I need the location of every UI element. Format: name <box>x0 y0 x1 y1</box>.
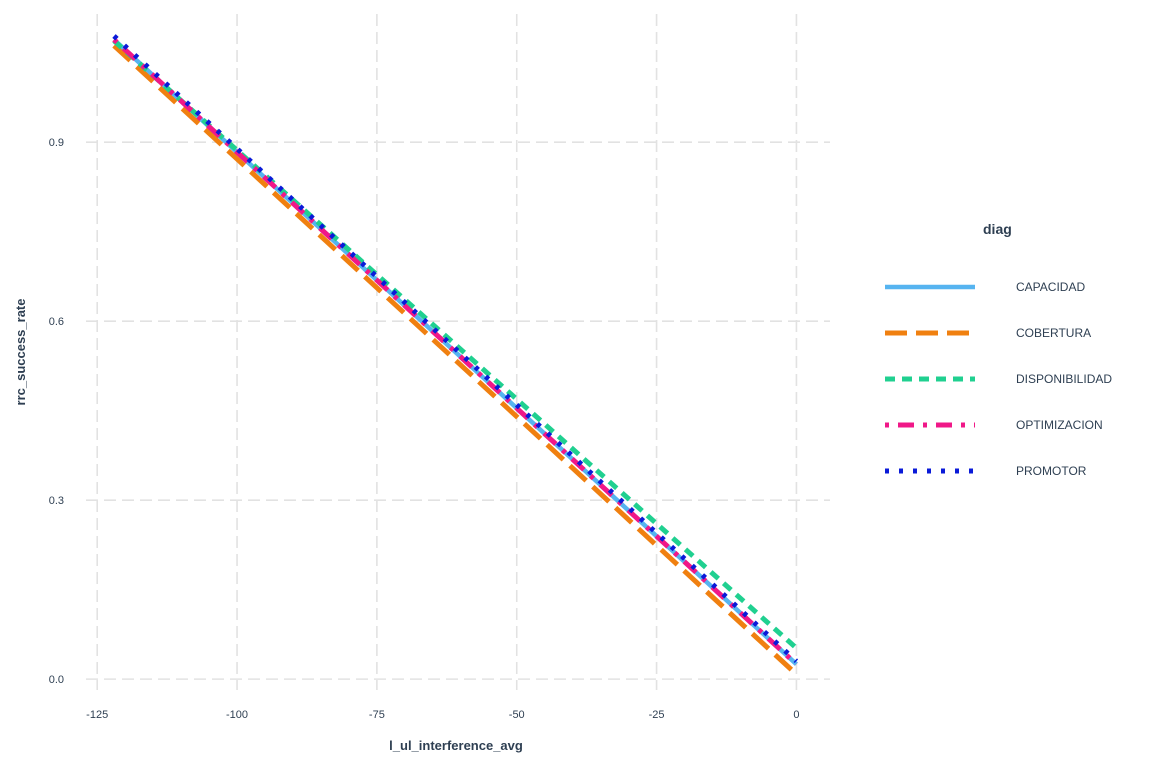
grid-lines <box>86 14 830 690</box>
series-line-promotor <box>112 34 799 664</box>
legend-label: PROMOTOR <box>1016 464 1087 478</box>
y-axis-title: rrc_success_rate <box>13 299 28 406</box>
y-tick-label: 0.6 <box>49 316 64 328</box>
legend: diag CAPACIDAD COBERTURA DISPONIBILIDAD OPT… <box>885 221 1112 478</box>
y-tick-label: 0.9 <box>49 137 64 149</box>
x-tick-label: -100 <box>226 709 248 721</box>
x-tick-label: -125 <box>86 709 108 721</box>
x-tick-label: -75 <box>369 709 385 721</box>
x-tick-label: 0 <box>793 709 799 721</box>
legend-label: COBERTURA <box>1016 326 1091 340</box>
x-axis-title: l_ul_interference_avg <box>389 738 523 753</box>
y-tick-label: 0.3 <box>49 495 64 507</box>
legend-label: OPTIMIZACION <box>1016 418 1103 432</box>
x-axis-ticks: -125 -100 -75 -50 -25 0 <box>86 709 799 721</box>
legend-label: CAPACIDAD <box>1016 280 1085 294</box>
series-line-optimizacion <box>112 37 799 667</box>
series-lines <box>112 34 799 677</box>
x-tick-label: -50 <box>509 709 525 721</box>
y-tick-label: 0.0 <box>49 674 64 686</box>
legend-label: DISPONIBILIDAD <box>1016 372 1112 386</box>
x-tick-label: -25 <box>649 709 665 721</box>
legend-title: diag <box>983 221 1012 237</box>
series-line-cobertura <box>112 43 799 677</box>
y-axis-ticks: 0.0 0.3 0.6 0.9 <box>49 137 64 686</box>
